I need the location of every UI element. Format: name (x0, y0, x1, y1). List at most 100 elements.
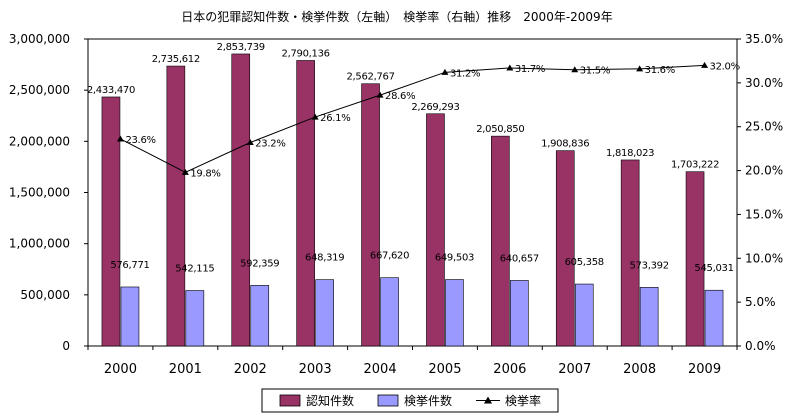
x-tick-label: 2002 (234, 362, 267, 377)
legend-marker-triangle-icon (484, 396, 492, 404)
data-labels-group: 2,433,470 576,771 2,735,612 542,115 2,853,73… (87, 42, 740, 275)
data-label-rate: 31.6% (645, 65, 675, 76)
bar-cleared (315, 279, 334, 347)
bar-recognized (426, 113, 445, 347)
y-right-tick-label: 35.0% (745, 32, 783, 46)
data-label-rate: 19.8% (190, 168, 220, 179)
rate-point-triangle (311, 113, 319, 120)
data-label-recognized: 2,433,470 (87, 85, 135, 96)
bar-recognized (685, 171, 705, 347)
data-label-rate: 32.0% (710, 61, 740, 72)
axes-group: 0 500,000 1,000,000 1,500,000 2,000,000 2,500… (9, 32, 783, 377)
rate-line-group (116, 61, 709, 175)
data-label-rate: 23.2% (255, 139, 285, 150)
legend-swatch-recognized (279, 394, 301, 407)
chart-title: 日本の犯罪認知件数・検挙件数（左軸） 検挙率（右軸）推移 2000年-2009年 (181, 9, 612, 24)
x-tick-label: 2003 (299, 362, 332, 377)
rate-point-triangle (246, 139, 254, 146)
bar-cleared (380, 277, 399, 347)
bar-cleared (704, 289, 724, 347)
rate-point-triangle (376, 91, 384, 98)
x-tick-label: 2000 (104, 362, 137, 377)
rate-line (120, 64, 705, 173)
y-right-tick-label: 10.0% (745, 251, 783, 265)
bar-cleared (574, 283, 594, 347)
rate-point-triangle (181, 168, 189, 175)
legend-box (261, 388, 559, 413)
data-label-cleared: 648,319 (305, 253, 344, 264)
data-label-cleared: 542,115 (175, 264, 214, 275)
bar-series-group (101, 53, 724, 347)
data-label-cleared: 573,392 (630, 260, 669, 271)
data-label-cleared: 592,359 (240, 258, 279, 269)
data-label-cleared: 667,620 (370, 251, 409, 262)
data-label-recognized: 1,908,836 (541, 139, 589, 150)
legend-label-recognized: 認知件数 (306, 393, 354, 408)
bar-recognized (101, 96, 121, 347)
data-label-rate: 26.1% (320, 113, 350, 124)
data-label-recognized: 2,269,293 (411, 102, 459, 113)
y-right-tick-label: 0.0% (745, 339, 776, 353)
x-tick-label: 2005 (428, 362, 461, 377)
bar-recognized (166, 65, 186, 347)
legend-label-rate: 検挙率 (505, 393, 541, 408)
y-left-tick-label: 500,000 (20, 288, 70, 302)
data-label-recognized: 1,703,222 (671, 160, 719, 171)
bar-cleared (120, 286, 140, 347)
data-label-recognized: 2,050,850 (476, 124, 524, 135)
data-label-rate: 23.6% (125, 135, 155, 146)
rate-point-triangle (506, 64, 514, 71)
bar-cleared (445, 279, 464, 347)
data-label-rate: 31.5% (580, 66, 610, 77)
y-right-tick-label: 25.0% (745, 120, 783, 134)
y-right-tick-label: 15.0% (745, 207, 783, 221)
legend-swatch-cleared (377, 394, 399, 407)
y-left-tick-label: 1,500,000 (9, 186, 70, 200)
data-label-recognized: 2,853,739 (217, 42, 265, 53)
data-label-recognized: 1,818,023 (606, 148, 654, 159)
data-label-recognized: 2,735,612 (152, 54, 200, 65)
rate-point-triangle (701, 61, 709, 68)
bar-recognized (491, 135, 510, 347)
data-label-rate: 31.7% (515, 64, 545, 75)
bar-cleared (639, 287, 659, 347)
rate-point-triangle (636, 65, 644, 72)
legend: 認知件数 検挙件数 検挙率 (261, 388, 559, 413)
rate-point-triangle (571, 66, 579, 73)
y-left-tick-label: 2,000,000 (9, 134, 70, 148)
bar-cleared (510, 280, 529, 347)
data-label-cleared: 545,031 (694, 263, 733, 274)
legend-label-cleared: 検挙件数 (404, 393, 452, 408)
plot-area (87, 38, 738, 347)
x-tick-label: 2001 (169, 362, 202, 377)
data-label-recognized: 2,562,767 (346, 72, 394, 83)
bar-cleared (250, 285, 270, 347)
bar-recognized (555, 150, 575, 347)
y-right-tick-label: 20.0% (745, 164, 783, 178)
bar-recognized (231, 53, 251, 347)
x-tick-label: 2004 (364, 362, 397, 377)
y-right-tick-label: 30.0% (745, 76, 783, 90)
data-label-rate: 28.6% (385, 91, 415, 102)
bar-cleared (185, 290, 205, 347)
bar-recognized (296, 60, 315, 347)
x-tick-label: 2007 (558, 362, 591, 377)
x-tick-label: 2008 (623, 362, 656, 377)
bar-recognized (361, 83, 380, 347)
y-left-tick-label: 0 (62, 339, 70, 353)
data-label-cleared: 640,657 (500, 253, 539, 264)
y-left-tick-label: 2,500,000 (9, 83, 70, 97)
bar-recognized (620, 159, 640, 347)
y-left-tick-label: 3,000,000 (9, 32, 70, 46)
rate-point-triangle (116, 135, 124, 142)
y-right-tick-label: 5.0% (745, 295, 776, 309)
data-label-recognized: 2,790,136 (282, 48, 330, 59)
y-left-tick-label: 1,000,000 (9, 237, 70, 251)
data-label-rate: 31.2% (450, 68, 480, 79)
data-label-cleared: 649,503 (435, 253, 474, 264)
x-tick-label: 2006 (493, 362, 526, 377)
data-label-cleared: 576,771 (110, 260, 149, 271)
rate-point-triangle (441, 68, 449, 75)
x-tick-label: 2009 (688, 362, 721, 377)
